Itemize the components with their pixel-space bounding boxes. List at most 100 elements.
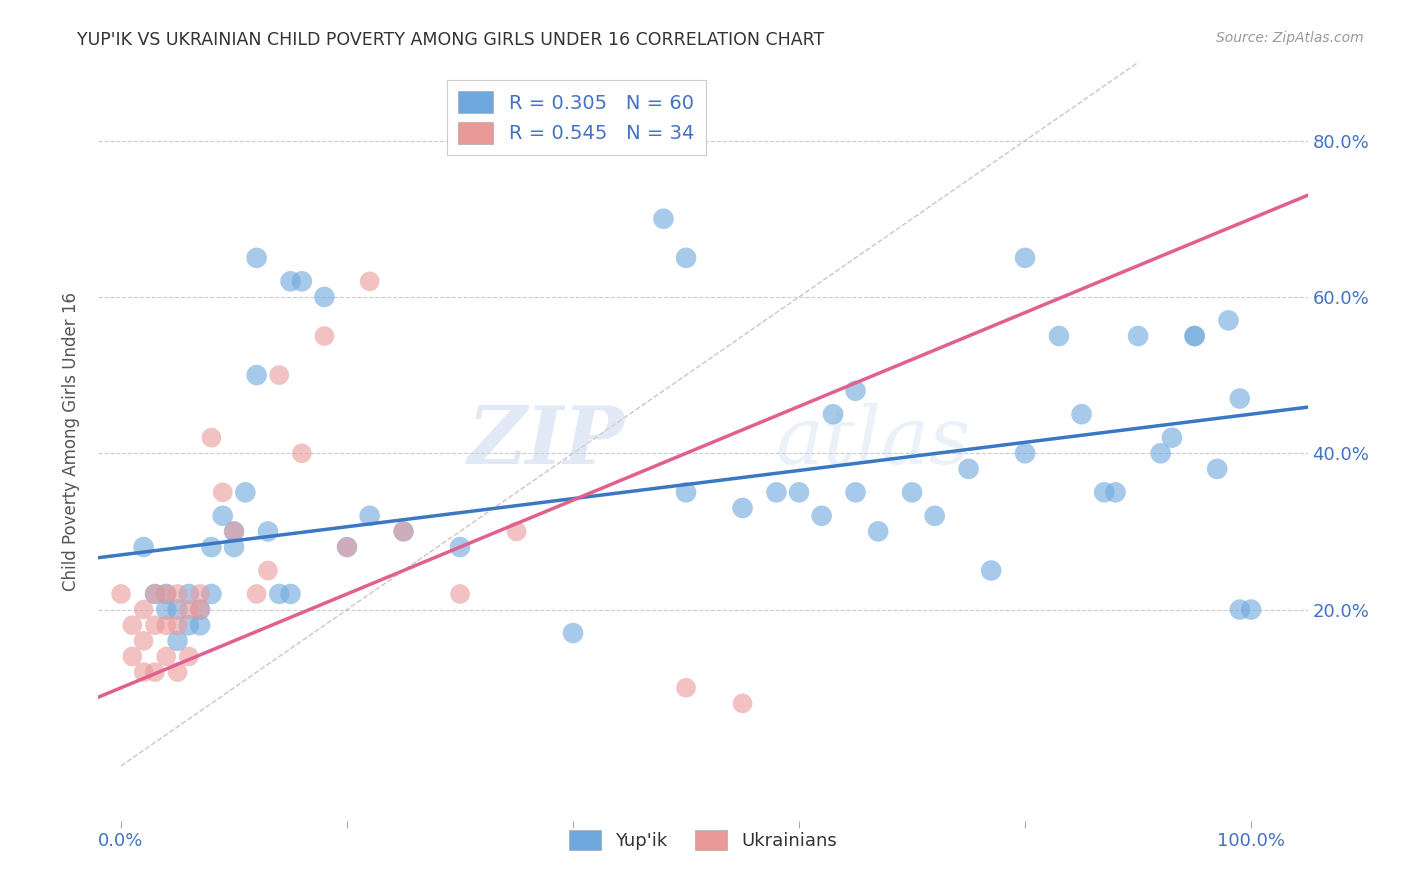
Point [314, 290, 336, 304]
Text: YUP'IK VS UKRAINIAN CHILD POVERTY AMONG GIRLS UNDER 16 CORRELATION CHART: YUP'IK VS UKRAINIAN CHILD POVERTY AMONG … [77, 31, 824, 49]
Point [132, 540, 155, 554]
Point [155, 587, 177, 601]
Point [246, 368, 269, 383]
Text: ZIP: ZIP [468, 403, 624, 480]
Point [132, 665, 155, 680]
Point [166, 618, 188, 632]
Point [188, 587, 211, 601]
Point [675, 251, 697, 265]
Point [211, 485, 233, 500]
Point [821, 407, 844, 421]
Point [211, 508, 233, 523]
Point [155, 587, 177, 601]
Point [1047, 329, 1070, 343]
Point [336, 540, 359, 554]
Point [810, 508, 832, 523]
Point [166, 602, 188, 616]
Y-axis label: Child Poverty Among Girls Under 16: Child Poverty Among Girls Under 16 [62, 292, 80, 591]
Point [177, 649, 200, 664]
Point [280, 274, 302, 288]
Point [731, 500, 754, 515]
Point [359, 274, 381, 288]
Point [177, 618, 200, 632]
Point [1206, 462, 1229, 476]
Point [269, 368, 291, 383]
Point [924, 508, 946, 523]
Point [143, 587, 166, 601]
Point [359, 508, 381, 523]
Point [291, 446, 314, 460]
Point [1161, 431, 1184, 445]
Point [957, 462, 980, 476]
Point [505, 524, 527, 539]
Point [166, 587, 188, 601]
Point [675, 681, 697, 695]
Point [449, 587, 471, 601]
Point [1150, 446, 1173, 460]
Point [233, 485, 256, 500]
Point [155, 649, 177, 664]
Point [121, 618, 143, 632]
Point [1240, 602, 1263, 616]
Point [110, 587, 132, 601]
Point [257, 524, 280, 539]
Point [132, 633, 155, 648]
Point [143, 587, 166, 601]
Point [845, 384, 868, 398]
Point [1092, 485, 1115, 500]
Point [1014, 251, 1036, 265]
Point [1126, 329, 1149, 343]
Point [901, 485, 924, 500]
Point [257, 564, 280, 578]
Point [246, 587, 269, 601]
Point [314, 329, 336, 343]
Point [1014, 446, 1036, 460]
Legend: Yup'ik, Ukrainians: Yup'ik, Ukrainians [561, 822, 845, 857]
Point [143, 618, 166, 632]
Point [1104, 485, 1126, 500]
Point [1184, 329, 1206, 343]
Point [787, 485, 810, 500]
Point [132, 602, 155, 616]
Point [1229, 392, 1251, 406]
Point [731, 697, 754, 711]
Point [121, 649, 143, 664]
Point [1070, 407, 1092, 421]
Point [765, 485, 787, 500]
Point [188, 602, 211, 616]
Point [222, 524, 245, 539]
Point [392, 524, 415, 539]
Point [868, 524, 890, 539]
Point [280, 587, 302, 601]
Point [188, 618, 211, 632]
Point [980, 564, 1002, 578]
Point [200, 540, 222, 554]
Point [269, 587, 291, 601]
Point [1229, 602, 1251, 616]
Point [222, 524, 245, 539]
Point [155, 618, 177, 632]
Point [143, 665, 166, 680]
Point [336, 540, 359, 554]
Point [1184, 329, 1206, 343]
Point [1218, 313, 1240, 327]
Point [246, 251, 269, 265]
Point [177, 602, 200, 616]
Point [166, 665, 188, 680]
Point [392, 524, 415, 539]
Point [562, 626, 585, 640]
Point [155, 602, 177, 616]
Text: atlas: atlas [776, 403, 972, 480]
Point [675, 485, 697, 500]
Point [177, 587, 200, 601]
Point [291, 274, 314, 288]
Point [200, 431, 222, 445]
Point [449, 540, 471, 554]
Point [845, 485, 868, 500]
Point [188, 602, 211, 616]
Point [222, 540, 245, 554]
Point [166, 633, 188, 648]
Text: Source: ZipAtlas.com: Source: ZipAtlas.com [1216, 31, 1364, 45]
Point [200, 587, 222, 601]
Point [652, 211, 675, 226]
